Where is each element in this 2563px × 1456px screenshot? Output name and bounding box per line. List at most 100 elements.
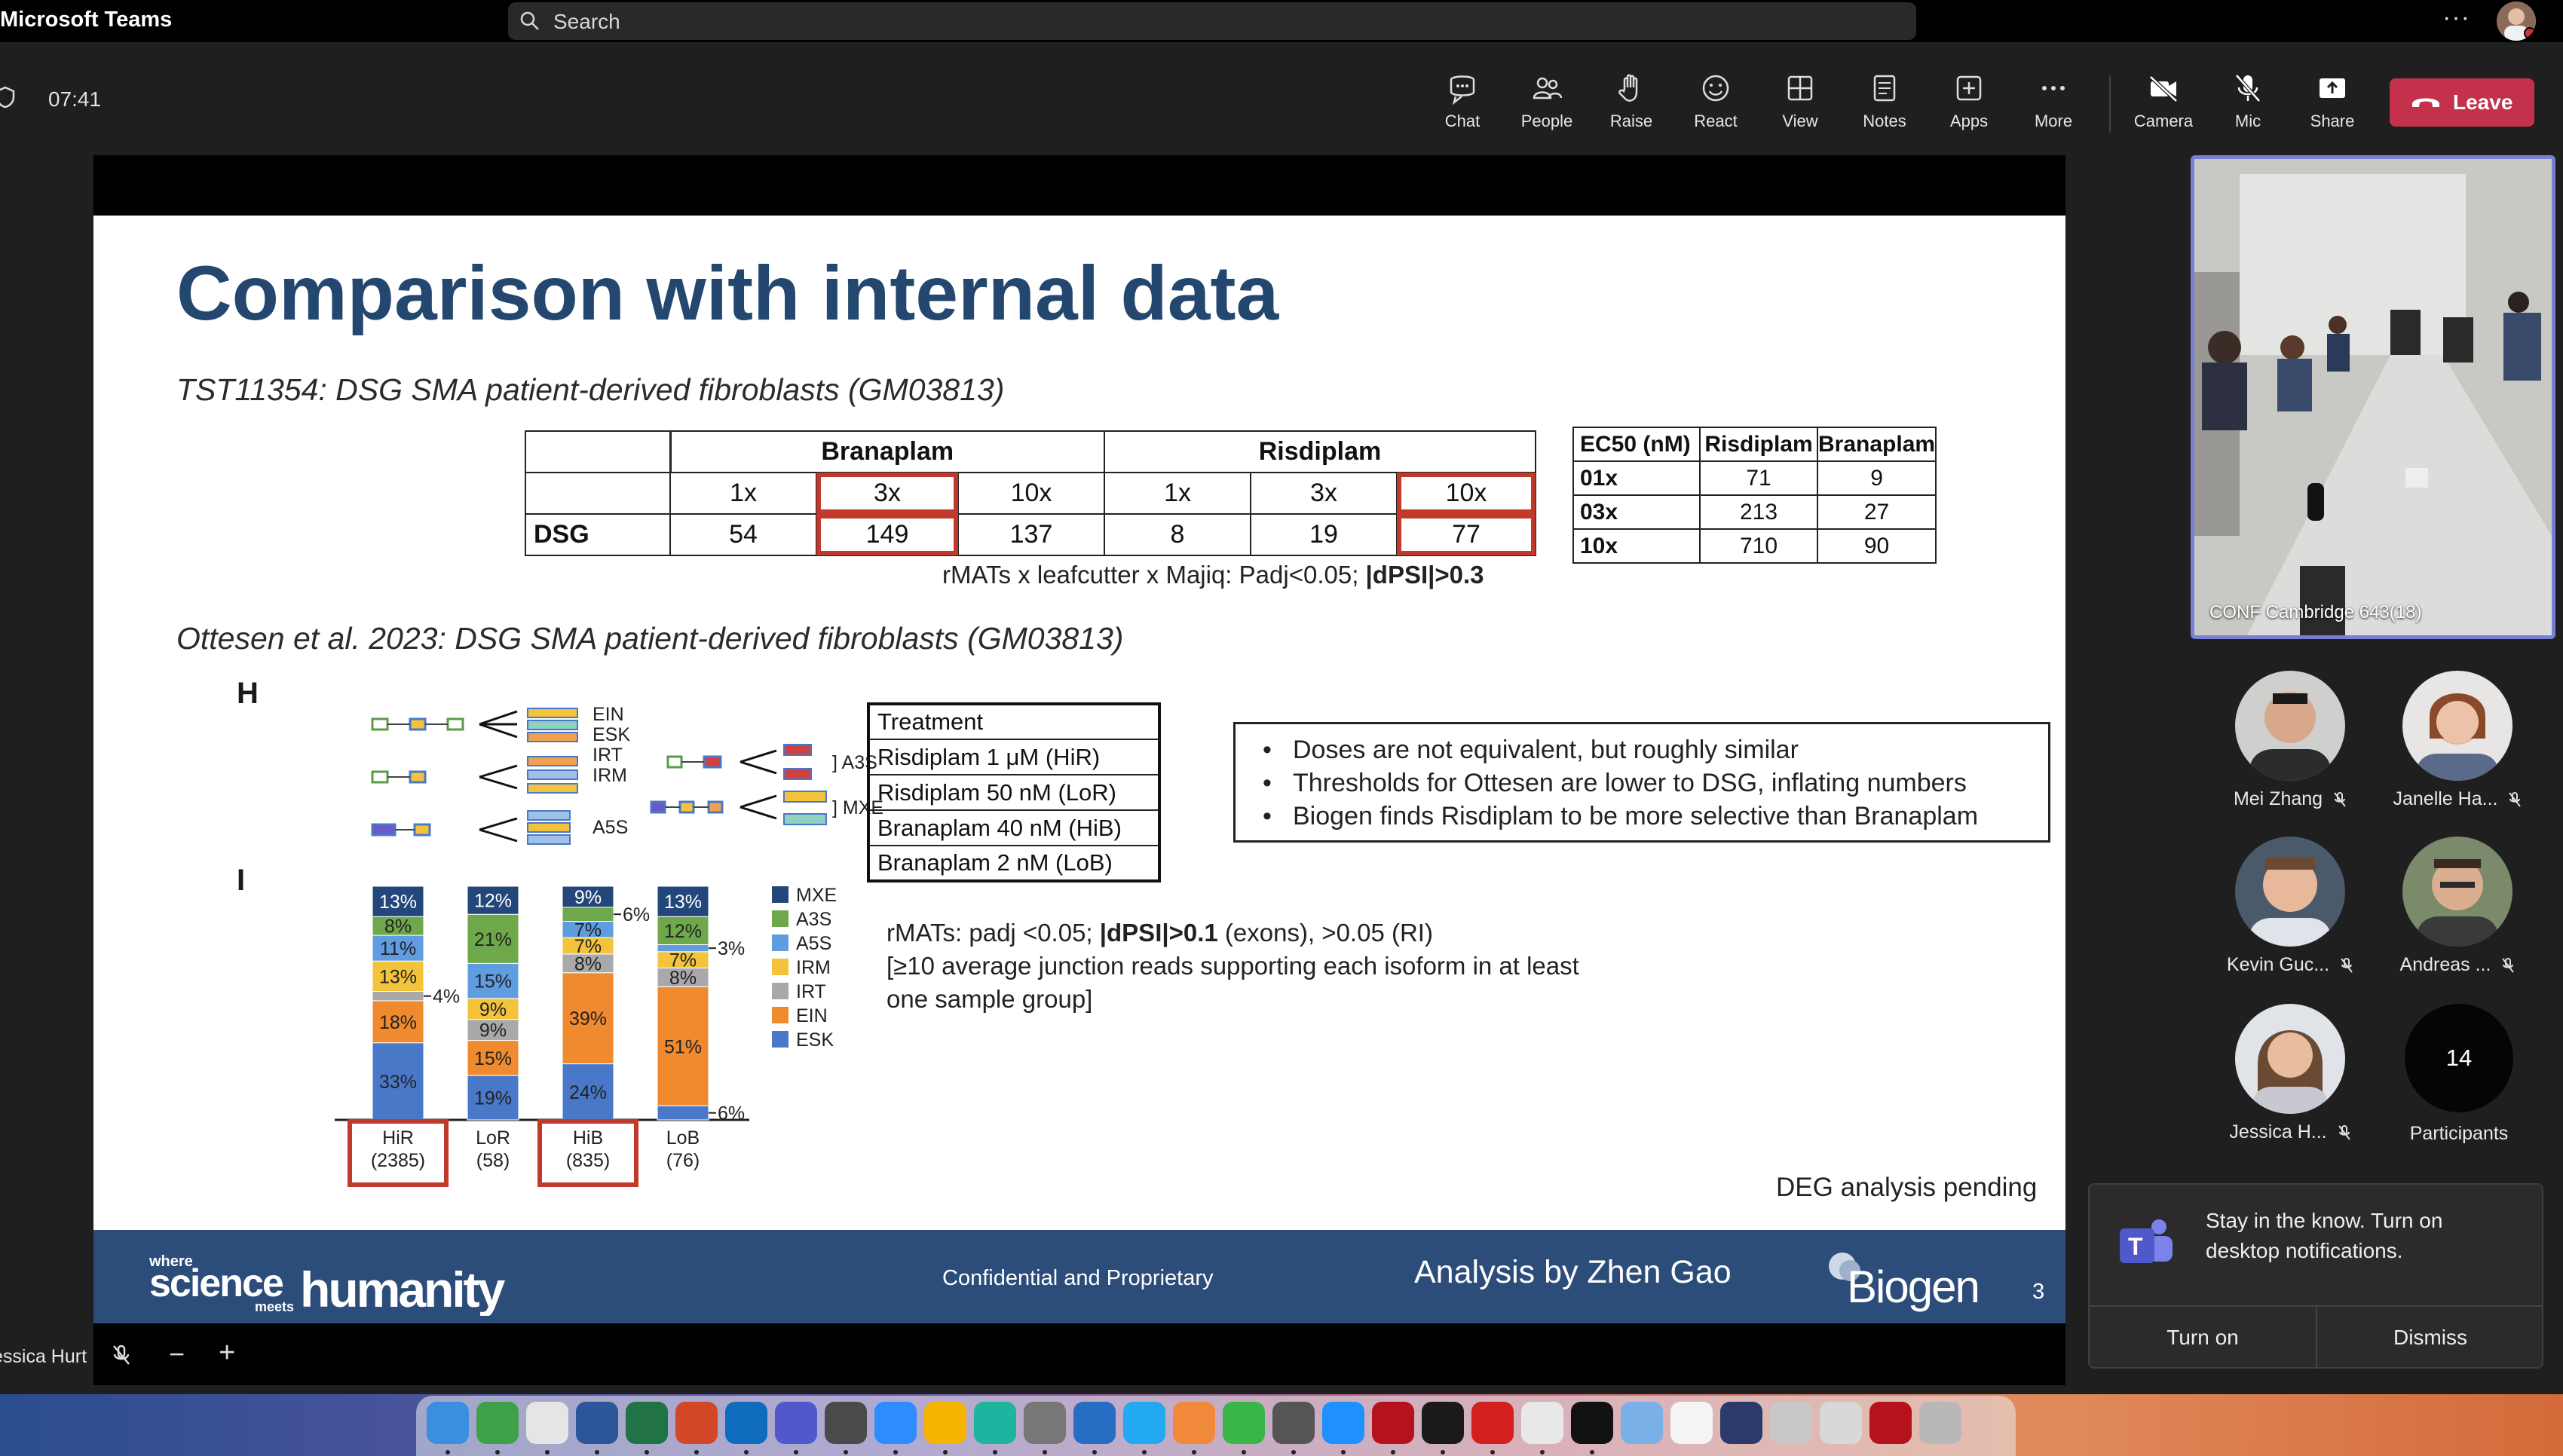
hang-up-icon: [2412, 98, 2439, 107]
document-icon[interactable]: [1670, 1402, 1713, 1444]
zoom-in-button[interactable]: +: [219, 1337, 236, 1369]
preview-icon[interactable]: [1770, 1402, 1812, 1444]
bar-segment-mxe: [562, 886, 614, 908]
arrow-shape: [479, 764, 518, 790]
avatar: [2235, 837, 2345, 947]
splice-row: [371, 756, 578, 794]
avatar: [2235, 1004, 2345, 1114]
bar-segment-irt: [467, 1019, 519, 1042]
legend-label: A3S: [796, 909, 831, 930]
zoom-out-button[interactable]: −: [169, 1338, 185, 1369]
chat-button[interactable]: Chat: [1423, 71, 1502, 146]
table-cell: 54: [669, 513, 817, 556]
camera-button[interactable]: Camera: [2124, 71, 2203, 146]
turn-on-notifications-button[interactable]: Turn on: [2166, 1326, 2239, 1349]
igv-icon[interactable]: [825, 1402, 867, 1444]
downloads-icon[interactable]: [476, 1402, 519, 1444]
participant-tile[interactable]: Andreas ...: [2375, 837, 2540, 998]
more-options-icon[interactable]: ···: [2442, 3, 2470, 32]
raise-button[interactable]: Raise: [1592, 71, 1670, 146]
toolbar-label: React: [1694, 112, 1738, 130]
dismiss-button[interactable]: Dismiss: [2393, 1326, 2467, 1349]
view-button[interactable]: View: [1761, 71, 1839, 146]
logo-text: meets: [255, 1299, 294, 1314]
r-icon[interactable]: [1073, 1402, 1116, 1444]
bottle-shape: [2307, 483, 2324, 521]
ie-icon[interactable]: [1322, 1402, 1364, 1444]
filezilla-icon[interactable]: [1372, 1402, 1414, 1444]
notes-button[interactable]: Notes: [1845, 71, 1924, 146]
share-button[interactable]: Share: [2293, 71, 2372, 146]
terminal-icon[interactable]: [1422, 1402, 1464, 1444]
mic-button[interactable]: Mic: [2209, 71, 2287, 146]
participant-tile[interactable]: Mei Zhang: [2207, 671, 2373, 832]
acrobat-icon[interactable]: [1471, 1402, 1514, 1444]
spinner-icon[interactable]: [1223, 1402, 1265, 1444]
x-icon[interactable]: [1571, 1402, 1613, 1444]
bar-segment-mxe: [657, 886, 709, 917]
folder-icon[interactable]: [1621, 1402, 1663, 1444]
bar-segment-ein: [657, 986, 709, 1106]
search-input[interactable]: Search: [508, 2, 1916, 40]
clock-icon[interactable]: [1521, 1402, 1563, 1444]
avatar: [2402, 671, 2512, 781]
avatar[interactable]: [2497, 2, 2536, 41]
chrome-icon[interactable]: [924, 1402, 966, 1444]
bar-segment-irm: [467, 998, 519, 1020]
calculator-icon[interactable]: [1272, 1402, 1315, 1444]
data-label: 24%: [569, 1082, 607, 1103]
exon-shape: [446, 717, 464, 731]
participant-tile[interactable]: Jessica H...: [2207, 1004, 2373, 1165]
exon-shape: [783, 768, 812, 780]
participants-count-button[interactable]: 14: [2405, 1004, 2513, 1112]
table-dose-header: 10x: [957, 472, 1105, 515]
filezilla2-icon[interactable]: [1869, 1402, 1912, 1444]
slide-subtitle-ottesen: Ottesen et al. 2023: DSG SMA patient-der…: [176, 621, 1124, 656]
table-cell: 149: [816, 513, 959, 556]
table-dose-header: 1x: [669, 472, 817, 515]
table-row-label: 01x: [1572, 460, 1701, 496]
toolbar-divider: [2109, 75, 2111, 133]
bar-segment-a5s: [467, 962, 519, 999]
screen-icon[interactable]: [1720, 1402, 1762, 1444]
legend-swatch: [772, 910, 788, 927]
trash-icon[interactable]: [1919, 1402, 1961, 1444]
exon-shape: [707, 800, 724, 814]
participant-tile[interactable]: Kevin Guc...: [2207, 837, 2373, 998]
edge-icon[interactable]: [974, 1402, 1016, 1444]
arrow-shape: [479, 817, 518, 843]
more-button[interactable]: More: [2014, 71, 2093, 146]
bar-segment-irt: [372, 991, 424, 1002]
x-tick-label: LoR: [476, 1127, 510, 1149]
running-indicator: [1142, 1450, 1147, 1454]
teams-icon[interactable]: [775, 1402, 817, 1444]
word-icon[interactable]: [576, 1402, 618, 1444]
person-shape: [2329, 316, 2347, 334]
vscode-icon[interactable]: [1123, 1402, 1165, 1444]
preview2-icon[interactable]: [1820, 1402, 1862, 1444]
react-button[interactable]: React: [1677, 71, 1755, 146]
slack-icon[interactable]: [1173, 1402, 1215, 1444]
powerpoint-icon[interactable]: [675, 1402, 718, 1444]
outlook-icon[interactable]: [725, 1402, 767, 1444]
leave-button[interactable]: Leave: [2390, 78, 2534, 127]
launchpad-icon[interactable]: [526, 1402, 568, 1444]
room-video-tile[interactable]: CONF Cambridge 643(18): [2191, 155, 2555, 639]
data-label: 7%: [574, 936, 602, 957]
excel-icon[interactable]: [626, 1402, 668, 1444]
zoom-icon[interactable]: [874, 1402, 917, 1444]
settings-icon[interactable]: [1024, 1402, 1066, 1444]
mic-off-icon: [2341, 958, 2353, 973]
participant-tile[interactable]: Janelle Ha...: [2375, 671, 2540, 832]
people-button[interactable]: People: [1508, 71, 1586, 146]
table-cell-empty: [525, 472, 671, 515]
avatar-photo: [2235, 1004, 2345, 1114]
data-label: 4%: [433, 986, 460, 1008]
apps-button[interactable]: Apps: [1930, 71, 2008, 146]
finder-icon[interactable]: [427, 1402, 469, 1444]
participant-name: Janelle Ha...: [2375, 788, 2540, 810]
logo-mark: [1839, 1260, 1860, 1281]
bar-segment-ein: [467, 1040, 519, 1076]
room-video-frame: [2194, 159, 2552, 635]
person-shape: [2277, 359, 2312, 411]
